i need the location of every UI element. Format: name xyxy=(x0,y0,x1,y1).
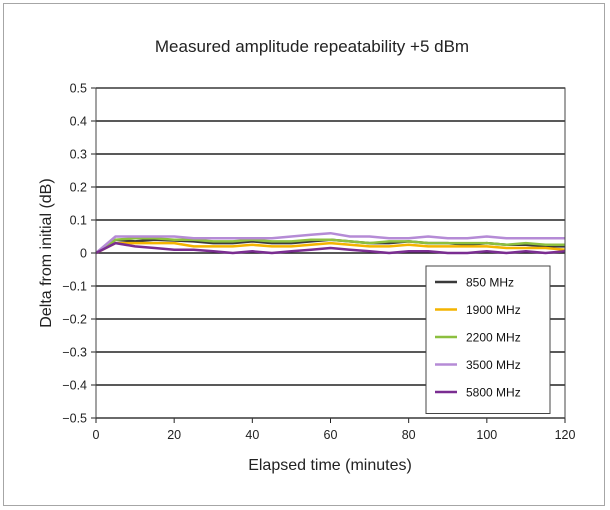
y-tick-label: 0.3 xyxy=(70,148,87,162)
line-chart: Measured amplitude repeatability +5 dBm … xyxy=(38,37,575,474)
series-line-1 xyxy=(95,241,566,255)
x-tick-label: 60 xyxy=(324,428,338,442)
legend-label: 5800 MHz xyxy=(466,386,521,400)
y-tick-label: −0.2 xyxy=(62,313,87,327)
legend-label: 2200 MHz xyxy=(466,331,521,345)
legend: 850 MHz 1900 MHz 2200 MHz 3500 MHz 5800 MHz xyxy=(425,265,551,414)
x-tick-label: 40 xyxy=(245,428,259,442)
chart-frame: Measured amplitude repeatability +5 dBm … xyxy=(3,3,605,506)
series-line-4 xyxy=(95,241,566,255)
y-tick-label: −0.5 xyxy=(62,412,87,426)
x-tick-label: 100 xyxy=(476,428,497,442)
series-lines xyxy=(95,231,566,255)
x-tick-label: 80 xyxy=(402,428,416,442)
axis-ticks: 0.5 0.4 0.3 0.2 0.1 0 −0.1 −0.2 −0.3 −0.4 −0.5 0 20 4… xyxy=(62,82,575,443)
y-tick-label: 0.2 xyxy=(70,181,87,195)
legend-label: 3500 MHz xyxy=(466,358,521,372)
y-tick-label: 0.4 xyxy=(70,115,87,129)
y-tick-label: 0.5 xyxy=(70,82,87,96)
x-tick-label: 20 xyxy=(167,428,181,442)
series-line-3 xyxy=(95,231,565,254)
x-tick-label: 120 xyxy=(555,428,576,442)
legend-box xyxy=(425,265,551,414)
x-tick-label: 0 xyxy=(93,428,100,442)
x-axis-label: Elapsed time (minutes) xyxy=(248,457,412,474)
y-tick-label: 0.1 xyxy=(70,214,87,228)
y-axis-label: Delta from initial (dB) xyxy=(38,178,55,327)
y-tick-label: −0.1 xyxy=(62,280,87,294)
y-tick-label: −0.3 xyxy=(62,346,87,360)
y-tick-label: 0 xyxy=(80,247,87,261)
plot-area-border xyxy=(95,87,566,419)
legend-label: 1900 MHz xyxy=(466,303,521,317)
chart-title: Measured amplitude repeatability +5 dBm xyxy=(155,37,469,56)
legend-label: 850 MHz xyxy=(466,276,514,290)
y-tick-label: −0.4 xyxy=(62,379,87,393)
series-line-2 xyxy=(95,236,565,255)
